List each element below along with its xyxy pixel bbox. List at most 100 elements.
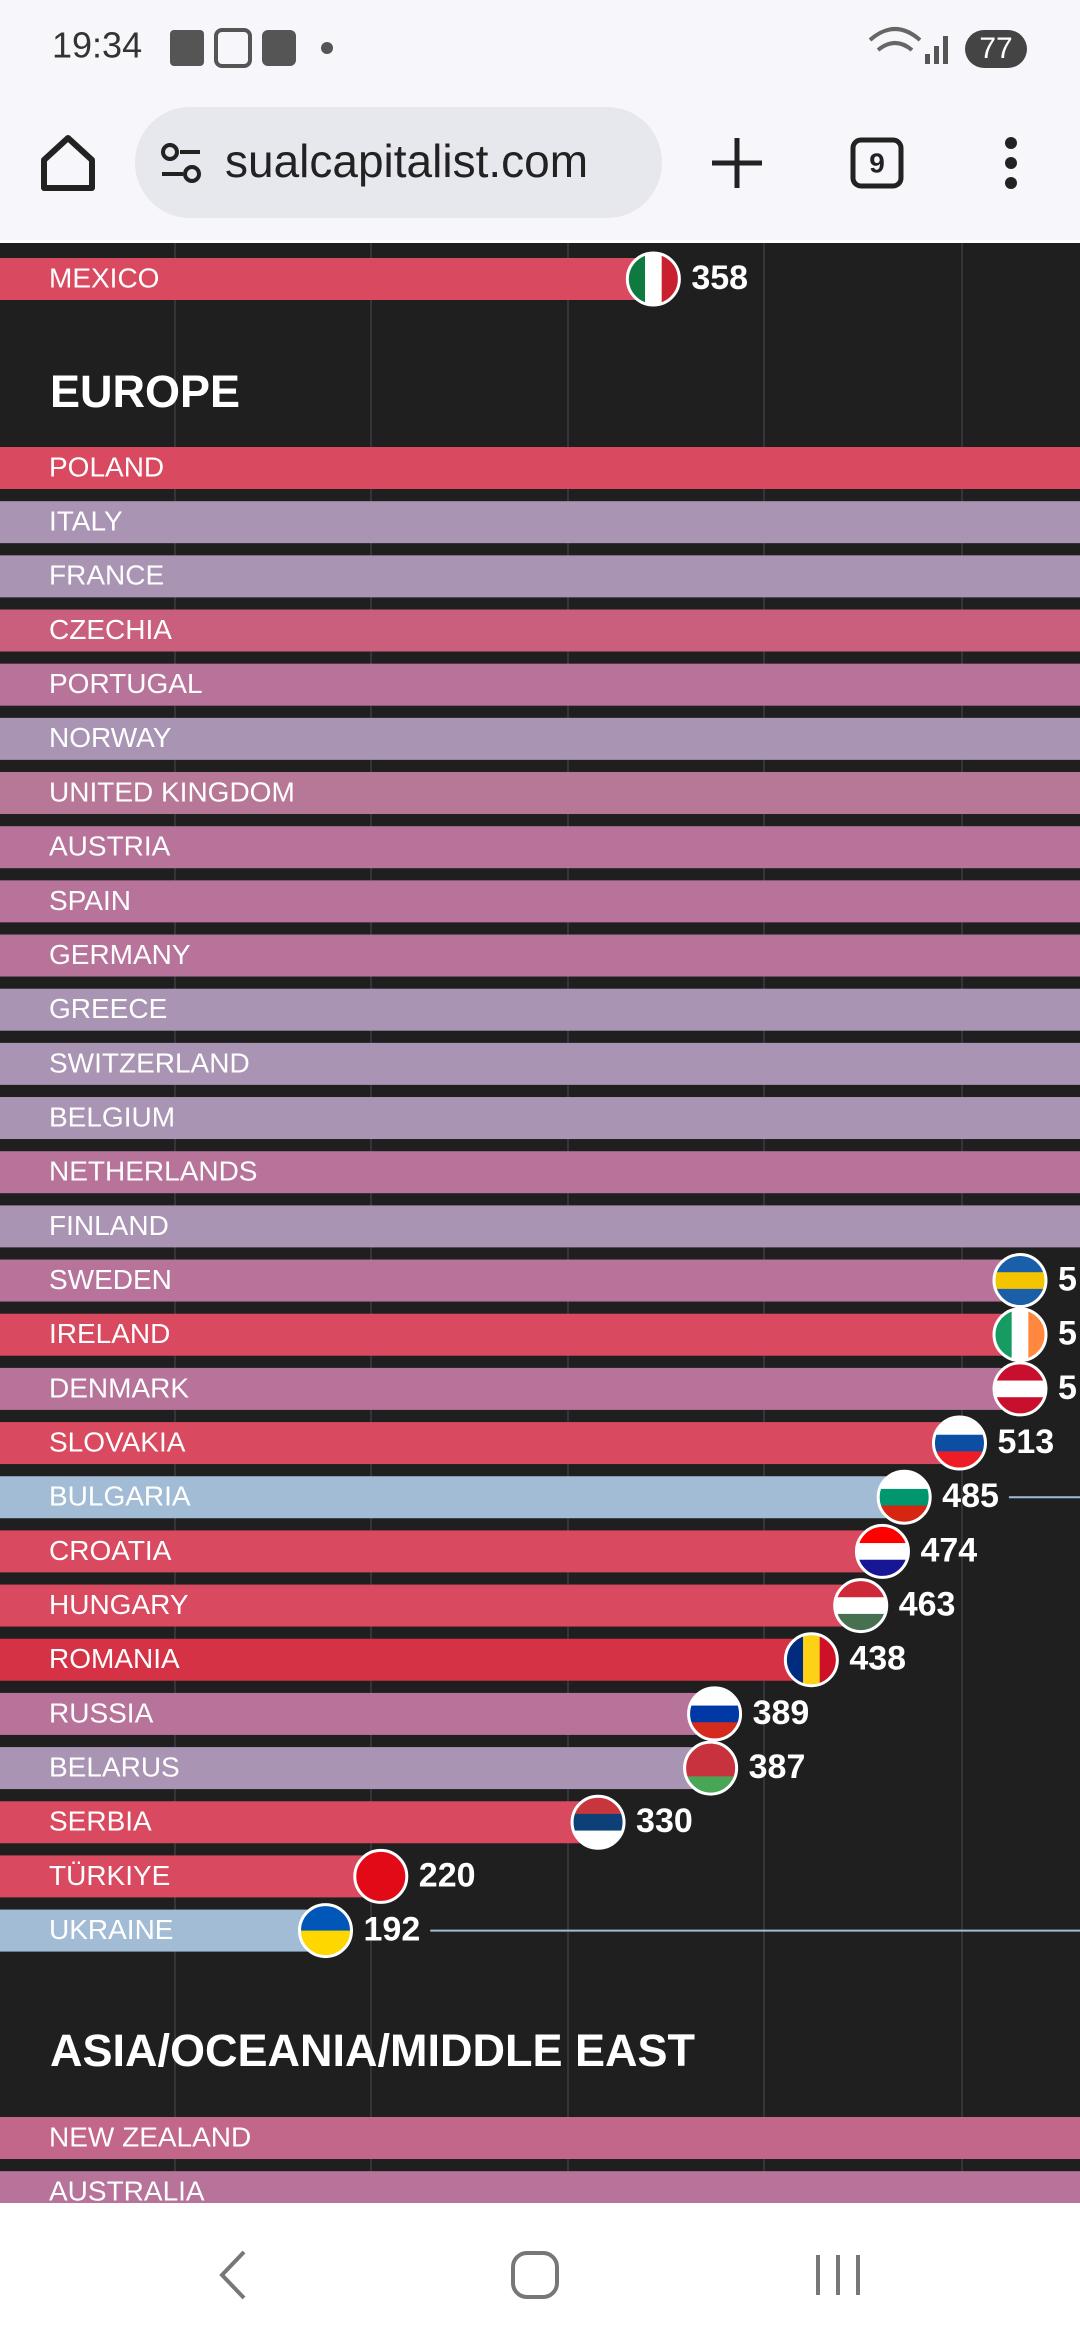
- country-label: ITALY: [49, 506, 123, 537]
- bar: [0, 1205, 1080, 1248]
- flag-stripe: [857, 1559, 908, 1577]
- flag-stripe: [573, 1830, 624, 1848]
- value-label: 485: [942, 1477, 999, 1515]
- country-label: GERMANY: [49, 939, 191, 970]
- flag: [995, 1255, 1045, 1306]
- country-label: UKRAINE: [49, 1914, 173, 1945]
- flag: [934, 1418, 985, 1469]
- value-label: 387: [749, 1748, 806, 1786]
- bar: [0, 258, 654, 300]
- flag-border: [570, 1794, 626, 1850]
- country-label: AUSTRALIA: [49, 2176, 205, 2207]
- bar: [0, 447, 1080, 489]
- bar: [0, 988, 1080, 1031]
- tab-count: 9: [869, 147, 885, 178]
- country-label: PORTUGAL: [49, 668, 203, 699]
- flag-border: [298, 1903, 353, 1959]
- back-button[interactable]: [219, 2250, 246, 2300]
- flag: [835, 1580, 886, 1631]
- flag-stripe: [857, 1543, 908, 1561]
- country-label: NETHERLANDS: [49, 1156, 257, 1187]
- country-label: RUSSIA: [49, 1697, 154, 1728]
- bar: [0, 609, 1080, 652]
- flag-stripe: [300, 1918, 351, 1932]
- bar: [0, 1638, 812, 1681]
- url[interactable]: sualcapitalist.com: [225, 135, 588, 187]
- flag: [355, 1851, 406, 1902]
- country-label: HUNGARY: [49, 1589, 189, 1620]
- value-label: 5: [1058, 1315, 1077, 1353]
- value-label: 463: [899, 1586, 956, 1624]
- bar: [0, 501, 1080, 544]
- site-settings-icon[interactable]: [161, 143, 201, 183]
- flag-border: [992, 1253, 1048, 1309]
- country-label: DENMARK: [49, 1372, 189, 1403]
- country-label: SWEDEN: [49, 1264, 172, 1295]
- home-button[interactable]: [41, 135, 95, 191]
- flag: [573, 1797, 624, 1848]
- flag-border: [783, 1632, 839, 1688]
- bar: [0, 1259, 1020, 1302]
- flag-stripe: [934, 1434, 985, 1452]
- flag-stripe: [995, 1309, 1013, 1360]
- bar: [0, 1097, 1080, 1140]
- status-icons: [170, 27, 948, 68]
- country-label: TÜRKIYE: [49, 1860, 170, 1891]
- value-label: 389: [753, 1694, 810, 1732]
- section-title: ASIA/OCEANIA/MIDDLE EAST: [50, 2025, 695, 2076]
- bar: [0, 1151, 1080, 1194]
- country-label: SWITZERLAND: [49, 1047, 250, 1078]
- bar: [0, 2117, 1080, 2159]
- country-label: NORWAY: [49, 722, 172, 753]
- flag-border: [683, 1740, 739, 1796]
- bar: [0, 1855, 381, 1898]
- recents-button[interactable]: [816, 2255, 860, 2295]
- menu-button[interactable]: [1005, 137, 1017, 189]
- country-label: IRELAND: [49, 1318, 170, 1349]
- flag-stripe: [879, 1472, 930, 1490]
- tabs-button[interactable]: [850, 137, 904, 189]
- value-label: 5: [1058, 1369, 1077, 1407]
- flag: [685, 1743, 736, 1794]
- flag-border: [625, 251, 681, 307]
- bar: [0, 717, 1080, 760]
- battery: [965, 30, 1027, 68]
- bar: [0, 1042, 1080, 1085]
- value-label: 192: [364, 1911, 421, 1949]
- flag-stripe: [661, 254, 679, 304]
- bar: [0, 1909, 326, 1952]
- section-title: EUROPE: [50, 366, 240, 417]
- bar: [0, 1313, 1020, 1356]
- flag: [689, 1688, 740, 1739]
- flag-stripe: [645, 254, 663, 304]
- bar: [0, 1530, 883, 1573]
- flag-border: [353, 1848, 409, 1904]
- country-label: CZECHIA: [49, 614, 172, 645]
- time: 19:34: [52, 25, 142, 66]
- flag-stripe: [786, 1634, 804, 1685]
- url-bar[interactable]: [135, 107, 662, 218]
- flag-stripe: [995, 1272, 1045, 1290]
- bar: [0, 1476, 905, 1519]
- home-nav-button[interactable]: [511, 2251, 559, 2299]
- flag-stripe: [685, 1776, 736, 1794]
- flag-stripe: [355, 1868, 406, 1886]
- flag-stripe: [934, 1418, 985, 1436]
- flag-stripe: [835, 1613, 886, 1631]
- bar: [0, 1584, 861, 1627]
- flag-stripe: [355, 1851, 406, 1869]
- flag-stripe: [995, 1255, 1045, 1273]
- country-label: FINLAND: [49, 1210, 169, 1241]
- value-label: 220: [419, 1856, 476, 1894]
- flag-border: [931, 1415, 987, 1471]
- country-label: FRANCE: [49, 560, 164, 591]
- bar: [0, 663, 1080, 706]
- country-label: BELGIUM: [49, 1101, 175, 1132]
- flag-stripe: [879, 1505, 930, 1523]
- new-tab-button[interactable]: [712, 138, 762, 188]
- flag-stripe: [819, 1634, 837, 1685]
- flag-stripe: [689, 1688, 740, 1707]
- value-label: 474: [920, 1531, 977, 1569]
